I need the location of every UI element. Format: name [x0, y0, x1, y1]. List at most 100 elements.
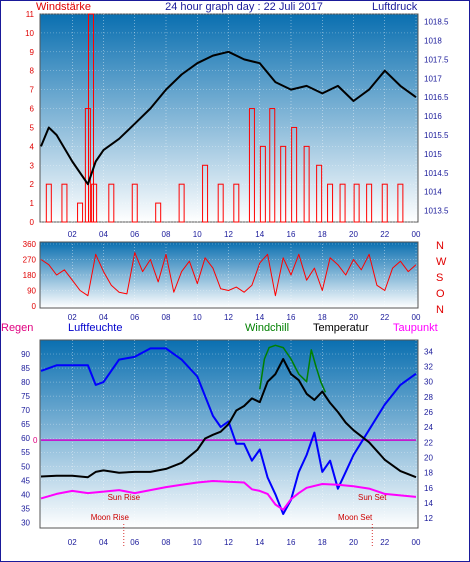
x-tick-label: 06	[130, 313, 139, 322]
pressure-line	[40, 50, 417, 186]
direction-tick-label: 90	[27, 287, 36, 296]
humidity-tick-label: 45	[21, 476, 30, 485]
pressure-tick-label: 1015	[424, 150, 442, 159]
x-tick-label: 00	[412, 538, 421, 547]
pressure-tick-label: 1018.5	[424, 18, 449, 27]
wind-tick-label: 0	[30, 218, 35, 227]
x-tick-label: 18	[318, 313, 327, 322]
x-tick-label: 16	[287, 313, 296, 322]
temperature-tick-label: 14	[424, 499, 433, 508]
wind-tick-label: 1	[30, 199, 35, 208]
dewpoint-label: Taupunkt	[393, 322, 438, 334]
humidity-tick-label: 85	[21, 364, 30, 373]
panel-temperature-humidity: 30 35 40 45 50 55 60 65 70 75 80 85 90 12 14 16 18 20 22 24…	[21, 340, 433, 548]
rain-label: Regen	[1, 322, 33, 334]
pressure-title: Luftdruck	[372, 1, 418, 13]
humidity-tick-label: 50	[21, 462, 30, 471]
wind-tick-label: 10	[25, 29, 34, 38]
humidity-tick-label: 35	[21, 504, 30, 513]
x-tick-label: 20	[349, 230, 358, 239]
x-tick-label: 06	[130, 230, 139, 239]
temperature-tick-label: 28	[424, 393, 433, 402]
x-tick-label: 08	[162, 538, 171, 547]
wind-bar	[202, 164, 209, 223]
pressure-tick-label: 1017.5	[424, 55, 449, 64]
panel-wind-pressure: 012345678910111013.510141014.510151015.5…	[25, 10, 449, 239]
wind-tick-label: 4	[30, 142, 35, 151]
pressure-tick-label: 1015.5	[424, 131, 449, 140]
wind-tick-label: 6	[30, 105, 35, 114]
wind-bar	[84, 108, 91, 223]
x-tick-label: 14	[255, 230, 264, 239]
x-tick-label: 12	[224, 313, 233, 322]
x-tick-label: 04	[99, 538, 108, 547]
temperature-humidity-plot-area	[39, 339, 419, 529]
temperature-label: Temperatur	[313, 322, 369, 334]
wind-bar	[291, 126, 298, 223]
wind-pressure-plot-area	[39, 13, 419, 223]
x-tick-label: 02	[68, 313, 77, 322]
wind-tick-label: 8	[30, 67, 35, 76]
wind-tick-label: 7	[30, 86, 35, 95]
x-tick-label: 08	[162, 313, 171, 322]
x-tick-label: 10	[193, 313, 202, 322]
direction-tick-label: 180	[23, 271, 37, 280]
x-tick-label: 20	[349, 313, 358, 322]
wind-bar	[316, 164, 323, 223]
x-tick-label: 10	[193, 230, 202, 239]
x-tick-label: 08	[162, 230, 171, 239]
x-tick-label: 10	[193, 538, 202, 547]
direction-tick-label: 270	[23, 256, 37, 265]
temperature-tick-label: 32	[424, 363, 433, 372]
pressure-tick-label: 1014.5	[424, 169, 449, 178]
wind-bar	[280, 145, 287, 223]
pressure-tick-label: 1013.5	[424, 207, 449, 216]
x-tick-label: 02	[68, 230, 77, 239]
x-tick-label: 12	[224, 538, 233, 547]
windchill-label: Windchill	[245, 322, 289, 334]
pressure-tick-label: 1016.5	[424, 93, 449, 102]
wind-bar	[45, 183, 52, 223]
wind-bar	[91, 183, 98, 223]
temperature-tick-label: 20	[424, 454, 433, 463]
humidity-tick-label: 90	[21, 350, 30, 359]
pressure-tick-label: 1017	[424, 74, 442, 83]
pressure-tick-label: 1016	[424, 112, 442, 121]
wind-bar	[269, 108, 276, 223]
wind-bar	[248, 108, 255, 223]
pressure-tick-label: 1018	[424, 36, 442, 45]
x-tick-label: 16	[287, 538, 296, 547]
compass-label: O	[436, 288, 445, 300]
temperature-line	[40, 358, 417, 479]
x-tick-label: 04	[99, 313, 108, 322]
x-tick-label: 18	[318, 230, 327, 239]
wind-bar	[108, 183, 115, 223]
wind-bar	[381, 183, 388, 223]
temperature-tick-label: 30	[424, 378, 433, 387]
wind-bar	[303, 145, 310, 223]
windchill-line	[259, 344, 327, 393]
wind-bar	[88, 13, 94, 223]
rain-zero-label: 0	[33, 436, 38, 445]
humidity-tick-label: 55	[21, 448, 30, 457]
humidity-tick-label: 40	[21, 490, 30, 499]
temperature-tick-label: 24	[424, 423, 433, 432]
wind-direction-line	[40, 252, 417, 297]
x-tick-label: 06	[130, 538, 139, 547]
temperature-tick-label: 12	[424, 514, 433, 523]
x-tick-label: 14	[255, 538, 264, 547]
x-tick-label: 00	[412, 313, 421, 322]
humidity-tick-label: 60	[21, 434, 30, 443]
x-tick-label: 12	[224, 230, 233, 239]
x-tick-label: 20	[349, 538, 358, 547]
direction-tick-label: 360	[23, 240, 37, 249]
humidity-tick-label: 70	[21, 406, 30, 415]
sun-rise-label: Sun Rise	[108, 493, 141, 502]
wind-bar	[259, 145, 266, 223]
wind-bar	[339, 183, 346, 223]
x-tick-label: 04	[99, 230, 108, 239]
humidity-tick-label: 75	[21, 392, 30, 401]
pressure-tick-label: 1014	[424, 188, 442, 197]
